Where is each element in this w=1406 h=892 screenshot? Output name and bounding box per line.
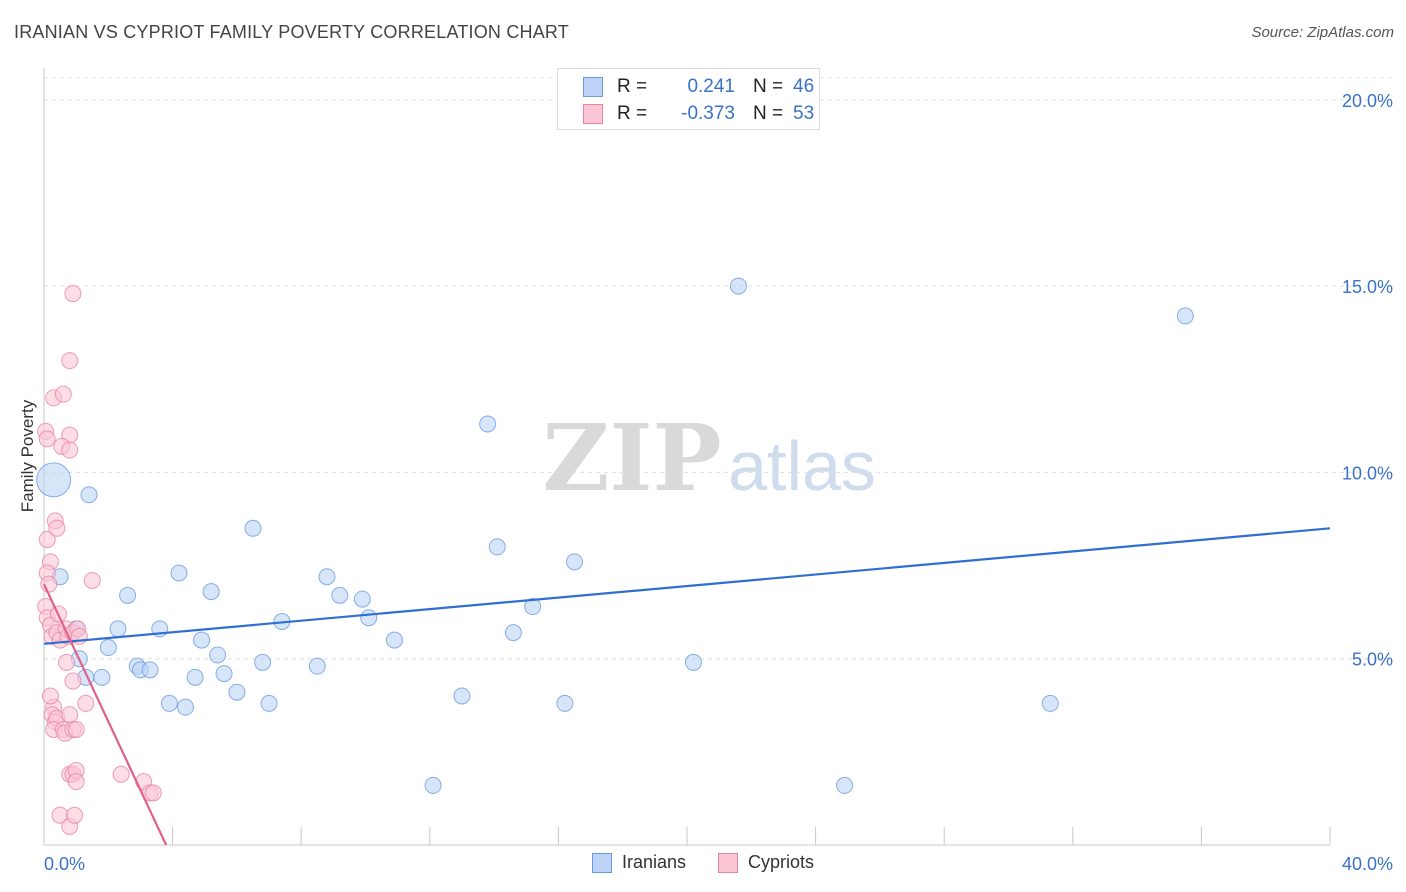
stats-row-cypriots: R = -0.373 N = 53 [558,102,814,126]
cypriot-point [38,530,56,548]
iranian-point [80,486,98,504]
cypriot-point [40,575,58,593]
iranian-point [209,646,227,664]
cypriot-point [61,352,79,370]
iranian-point [308,657,326,675]
legend-swatch-iranians [591,852,612,873]
cypriot-point [67,773,85,791]
iranian-point [99,639,117,657]
n-value-cypriots: 53 [793,103,815,124]
watermark-zip: ZIP [542,404,721,512]
iranian-point [556,694,574,712]
iranian-point [1176,307,1194,325]
cypriot-point [61,706,79,724]
iranian-point [215,665,233,683]
cypriot-point [64,285,82,303]
legend: Iranians Cypriots [0,852,1406,873]
iranian-point [360,609,378,627]
stats-box: R = 0.241 N = 46 R = -0.373 N = 53 [557,68,820,130]
y-tick-label: 5.0% [1352,650,1393,670]
legend-label-iranians: Iranians [621,852,687,872]
iranian-point [524,598,542,616]
iranian-point [453,687,471,705]
legend-item-iranians[interactable]: Iranians [591,852,687,873]
y-tick-label: 10.0% [1342,463,1393,483]
cypriot-point [66,806,84,824]
y-tick-label: 20.0% [1342,91,1393,111]
iranian-point [684,653,702,671]
iranian-point [479,415,497,433]
iranian-point [488,538,506,556]
r-label: R = [617,76,648,97]
iranian-point [244,519,262,537]
chart-title: IRANIAN VS CYPRIOT FAMILY POVERTY CORREL… [14,22,569,42]
iranians-swatch [583,77,603,97]
cypriot-point [61,441,79,459]
iranian-point [424,776,442,794]
iranian-point [385,631,403,649]
y-tick-label: 15.0% [1342,277,1393,297]
cypriot-point [54,385,72,403]
iranian-point [186,668,204,686]
iranian-point [565,553,583,571]
iranian-point [93,668,111,686]
n-label: N = [753,76,784,97]
iranians-trendline [43,527,1331,645]
iranian-point [1041,694,1059,712]
cypriot-point [67,720,85,738]
iranian-point [504,624,522,642]
cypriots-swatch [583,104,603,124]
watermark-atlas: atlas [728,427,876,505]
iranian-point [170,564,188,582]
cypriot-point [48,519,66,537]
iranian-point [353,590,371,608]
iranian-point [109,620,127,638]
legend-item-cypriots[interactable]: Cypriots [718,852,814,873]
cypriot-point [83,571,101,589]
iranian-point [119,586,137,604]
cypriot-point [64,672,82,690]
iranian-point [260,694,278,712]
cypriot-point [112,765,130,783]
iranian-point [836,776,854,794]
r-value-iranians: 0.241 [687,76,735,97]
iranian-point [254,653,272,671]
cypriot-point [77,694,95,712]
n-value-iranians: 46 [793,76,815,97]
cypriot-point [58,653,76,671]
iranian-point [141,661,159,679]
cypriots-trendline [43,583,168,846]
r-label: R = [617,103,648,124]
iranian-point [228,683,246,701]
n-label: N = [753,103,784,124]
iranian-point [176,698,194,716]
x-tick-label: 40.0% [1342,854,1393,874]
x-tick-label: 0.0% [44,854,85,874]
source-label: Source: ZipAtlas.com [1251,24,1394,41]
cypriot-point [38,430,56,448]
cypriot-point [41,687,59,705]
iranian-point [729,277,747,295]
iranian-point [202,583,220,601]
iranian-point [193,631,211,649]
r-value-cypriots: -0.373 [681,103,735,124]
stats-row-iranians: R = 0.241 N = 46 [558,75,814,99]
legend-swatch-cypriots [718,852,739,873]
legend-label-cypriots: Cypriots [748,852,815,872]
iranian-point [160,694,178,712]
cypriot-point [144,784,162,802]
iranian-point [318,568,336,586]
iranian-point [36,462,72,498]
iranian-point [331,586,349,604]
